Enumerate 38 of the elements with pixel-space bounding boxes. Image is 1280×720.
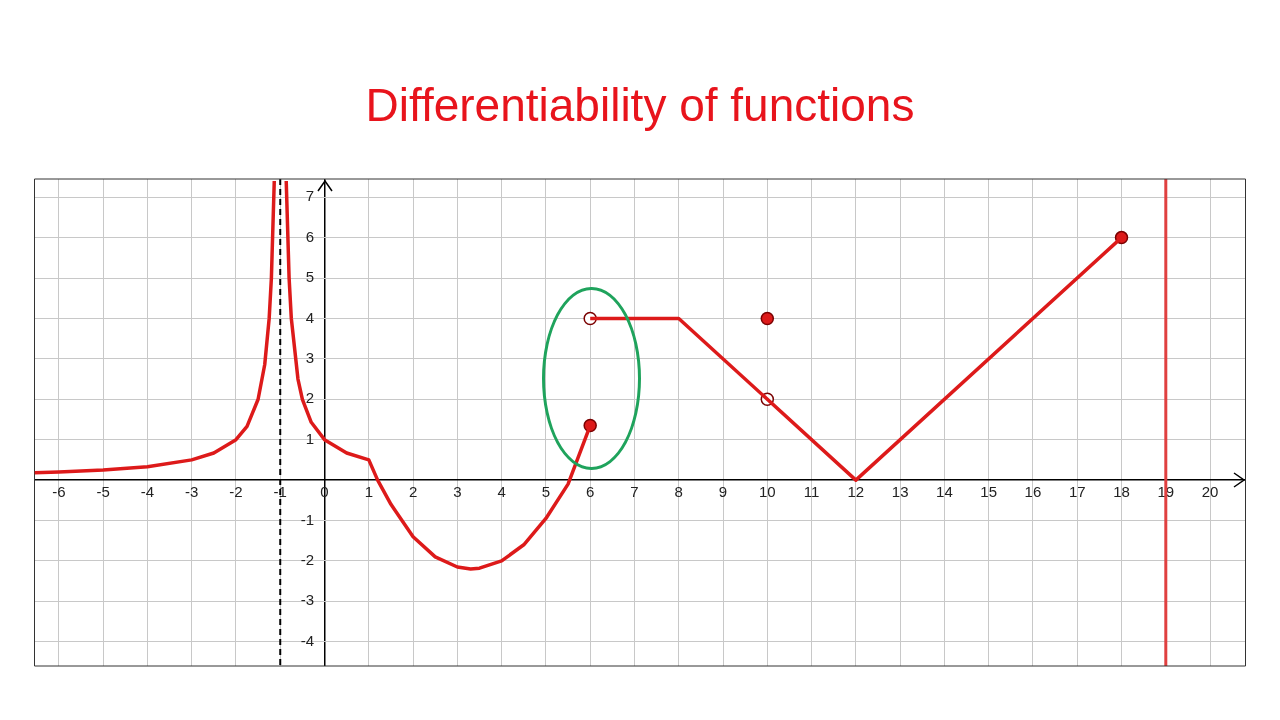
x-tick-label: 8 [674, 483, 683, 501]
y-tick-label: 4 [305, 308, 325, 326]
x-tick-label: 4 [497, 483, 506, 501]
x-tick-label: 9 [718, 483, 728, 501]
x-tick-label: -4 [140, 483, 155, 501]
y-tick-label: -1 [300, 510, 325, 528]
y-tick-label: -4 [300, 631, 325, 649]
x-tick-label: -1 [273, 483, 287, 501]
y-tick-label: 3 [305, 348, 325, 366]
x-tick-label: -3 [185, 483, 199, 501]
x-tick-label: 12 [847, 483, 865, 501]
x-tick-label: 14 [936, 483, 953, 501]
x-tick-label: 3 [453, 483, 462, 501]
y-tick-label: -3 [300, 591, 325, 609]
x-tick-label: 6 [586, 483, 595, 501]
x-tick-label: -5 [96, 483, 110, 501]
x-tick-label: 1 [364, 483, 373, 501]
x-tick-label: 16 [1024, 483, 1042, 501]
x-tick-label: -2 [229, 483, 243, 501]
y-tick-label: 7 [305, 187, 325, 205]
point [760, 311, 775, 326]
x-tick-label: 7 [630, 483, 639, 501]
x-tick-label: 17 [1068, 483, 1086, 501]
x-tick-label: 2 [408, 483, 418, 501]
x-tick-label: 20 [1201, 483, 1219, 501]
x-tick-label: -6 [52, 483, 66, 501]
x-tick-label: 10 [758, 483, 776, 501]
y-tick-label: -2 [300, 551, 325, 569]
x-tick-label: 18 [1113, 483, 1130, 501]
y-tick-label: 6 [305, 227, 325, 245]
chart-title: Differentiability of functions [364, 78, 916, 132]
x-tick-label: 13 [891, 483, 909, 501]
y-tick-label: 1 [305, 429, 325, 447]
x-tick-label: 5 [541, 483, 551, 501]
y-tick-label: 2 [305, 389, 325, 407]
y-tick-label: 5 [305, 268, 325, 286]
x-tick-label: 15 [980, 483, 998, 501]
x-tick-label: 11 [803, 483, 820, 501]
